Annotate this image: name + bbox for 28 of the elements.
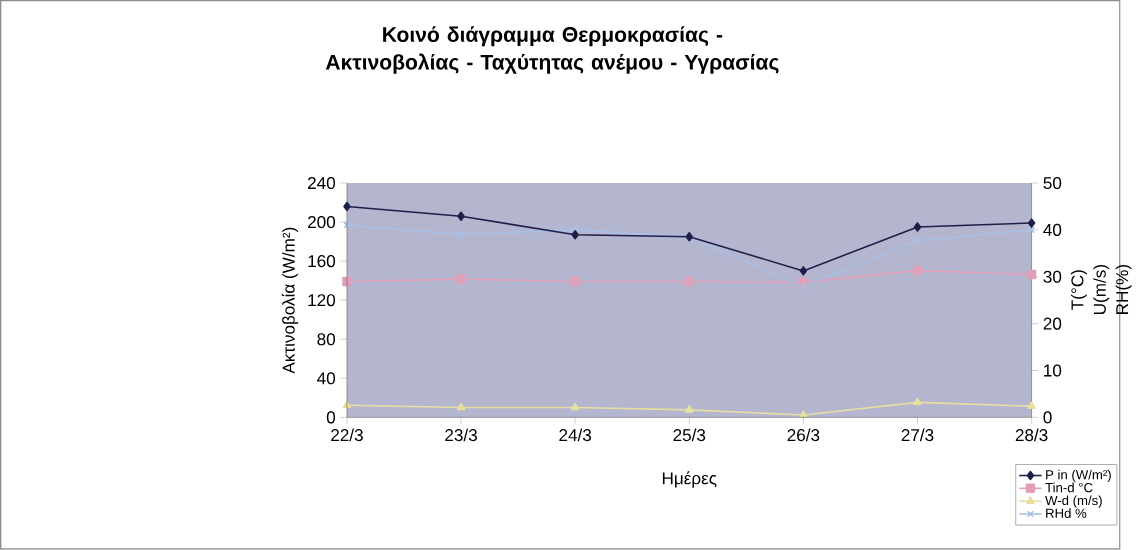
y-tick-label: 200 — [308, 216, 336, 229]
y-tick-label: 240 — [308, 177, 336, 190]
x-tick-label: 24/3 — [559, 428, 592, 442]
y2-tick-label: 10 — [1044, 364, 1062, 377]
x-tick-label: 22/3 — [331, 428, 363, 442]
y-axis-title: Ακτινοβολία (W/m²) — [281, 227, 299, 374]
y-tick-label: 120 — [308, 294, 336, 307]
legend-label: P in (W/m²) — [1046, 469, 1111, 483]
y2-tick-label: 0 — [1043, 411, 1052, 424]
y-tick-label: 80 — [317, 333, 336, 346]
x-tick-label: 26/3 — [787, 428, 820, 442]
x-tick-label: 27/3 — [901, 428, 934, 442]
y2-tick-label: 40 — [1043, 223, 1062, 237]
y2-tick-label: 30 — [1043, 270, 1062, 283]
y-tick-label: 160 — [308, 255, 336, 268]
x-axis-title: Ημέρες — [662, 471, 717, 488]
x-tick-label: 23/3 — [445, 428, 477, 442]
legend-label: RHd % — [1046, 508, 1087, 519]
y-tick-label: 40 — [317, 372, 336, 385]
y2-axis-title: T(°C) U(m/s) RH(%) — [1070, 265, 1132, 315]
y2-tick-label: 50 — [1043, 177, 1062, 190]
chart-title: Κοινό διάγραμμα Θερμοκρασίας - Ακτινοβολίας - Ταχύτητας ανέμου - Υγρασίας — [325, 26, 779, 74]
legend-label: Tin-d °C — [1045, 482, 1093, 493]
x-tick-label: 25/3 — [673, 428, 706, 442]
y-tick-label: 0 — [326, 411, 336, 424]
y2-tick-label: 20 — [1043, 317, 1062, 330]
x-tick-label: 28/3 — [1015, 428, 1048, 442]
legend-label: W-d (m/s) — [1045, 495, 1102, 508]
